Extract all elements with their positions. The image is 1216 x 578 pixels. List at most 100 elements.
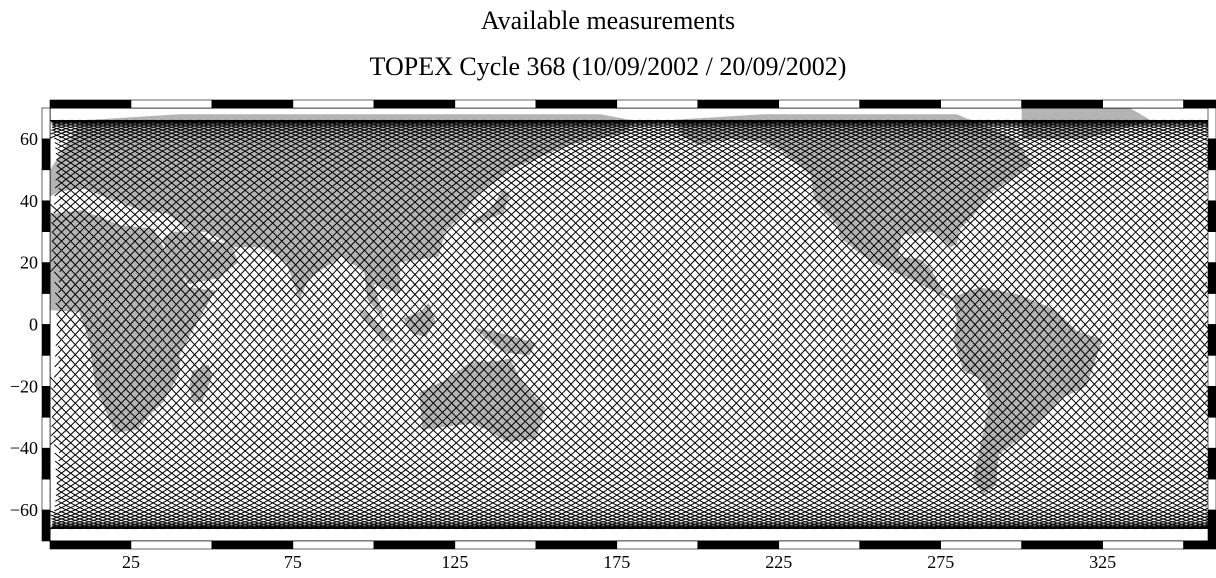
track-pass (59, 119, 1216, 530)
track-pass (68, 119, 652, 530)
track-pass (52, 119, 1210, 530)
track-pass (59, 119, 1216, 530)
x-tick-label: 125 (441, 552, 468, 572)
frame-band-left (41, 107, 51, 140)
track-pass (141, 119, 725, 530)
track-pass (50, 119, 1208, 530)
frame-band-left (41, 386, 51, 418)
track-pass (536, 119, 1120, 530)
track-pass (58, 119, 1216, 530)
track-pass (56, 119, 1213, 530)
track-pass (55, 119, 1212, 530)
track-pass (417, 119, 1001, 530)
frame-band-right (1207, 262, 1216, 294)
track-pass (57, 119, 1214, 530)
track-pass (54, 119, 1212, 530)
x-tick-label: 275 (927, 552, 954, 572)
track-pass (50, 119, 1208, 530)
track-pass (279, 119, 863, 530)
track-pass (50, 119, 1207, 530)
track-pass (54, 119, 1212, 530)
track-pass (51, 119, 1209, 530)
track-pass (57, 119, 1215, 530)
frame-band-right (1207, 447, 1216, 480)
frame-band-bottom (211, 540, 294, 550)
track-pass (132, 119, 716, 530)
track-pass (619, 119, 1203, 530)
continent-japan (471, 188, 510, 226)
track-pass (57, 119, 1215, 530)
frame-band-bottom (1183, 540, 1216, 550)
track-pass (52, 119, 1209, 530)
frame-band-bottom (616, 540, 699, 550)
track-pass (58, 119, 1216, 530)
frame-band-top (130, 99, 213, 109)
track-pass (251, 119, 836, 530)
x-tick-label: 25 (122, 552, 140, 572)
track-pass (54, 119, 1212, 530)
y-tick-label: −60 (10, 500, 38, 520)
track-pass (123, 119, 707, 530)
frame-band-bottom (697, 540, 780, 550)
track-pass (297, 119, 881, 530)
frame-band-top (940, 99, 1022, 109)
track-pass (56, 119, 1213, 530)
track-pass (352, 119, 937, 530)
track-pass (57, 119, 1215, 530)
frame-band-left (41, 416, 51, 449)
track-pass (51, 119, 1208, 530)
frame-band-top (778, 99, 861, 109)
track-pass (56, 119, 1213, 530)
track-pass (52, 119, 1210, 530)
track-pass (389, 119, 973, 530)
frame-band-right (1207, 509, 1216, 542)
frame-band-right (1207, 355, 1216, 387)
track-pass (53, 119, 1210, 530)
frame-band-left (41, 169, 51, 202)
track-pass (50, 119, 1208, 530)
track-pass (59, 119, 1216, 530)
track-pass (609, 119, 1194, 530)
track-pass (178, 119, 762, 530)
track-pass (435, 119, 1019, 530)
frame-band-left (41, 138, 51, 171)
track-pass (51, 119, 1209, 530)
frame-band-bottom (1021, 540, 1103, 550)
track-pass (628, 119, 1212, 530)
track-pass (58, 119, 1216, 530)
track-pass (58, 119, 1216, 530)
track-pass (52, 119, 1210, 530)
track-pass (50, 119, 1208, 530)
track-pass (582, 119, 1166, 530)
y-tick-label: 40 (20, 191, 38, 211)
track-pass (270, 119, 854, 530)
continent-south-america (953, 287, 1103, 495)
track-pass (50, 119, 1208, 530)
track-pass (57, 119, 1215, 530)
frame-band-left (41, 231, 51, 263)
frame-band-right (1207, 200, 1216, 233)
y-tick-label: −40 (10, 438, 38, 458)
track-pass (573, 119, 1157, 530)
track-pass (59, 119, 1216, 530)
frame-band-right (1207, 169, 1216, 202)
frame-band-left (41, 324, 51, 356)
frame-band-right (1207, 386, 1216, 418)
track-pass (380, 119, 964, 530)
map-frame (41, 99, 1216, 550)
track-pass (261, 119, 845, 530)
track-pass (57, 119, 1215, 530)
x-axis-tick-labels: 25 75 125 175 225 275 325 (122, 552, 1116, 572)
track-pass (206, 119, 790, 530)
track-pass (53, 119, 1211, 530)
map-subtitle: TOPEX Cycle 368 (10/09/2002 / 20/09/2002… (369, 52, 847, 81)
track-pass (58, 119, 1216, 530)
frame-band-right (1207, 478, 1216, 511)
x-tick-label: 225 (765, 552, 792, 572)
track-pass (50, 119, 624, 529)
track-pass (52, 119, 1210, 530)
track-pass (57, 119, 1214, 530)
track-pass (325, 119, 909, 530)
frame-band-top (49, 99, 132, 109)
continent-new-guinea (474, 327, 536, 356)
